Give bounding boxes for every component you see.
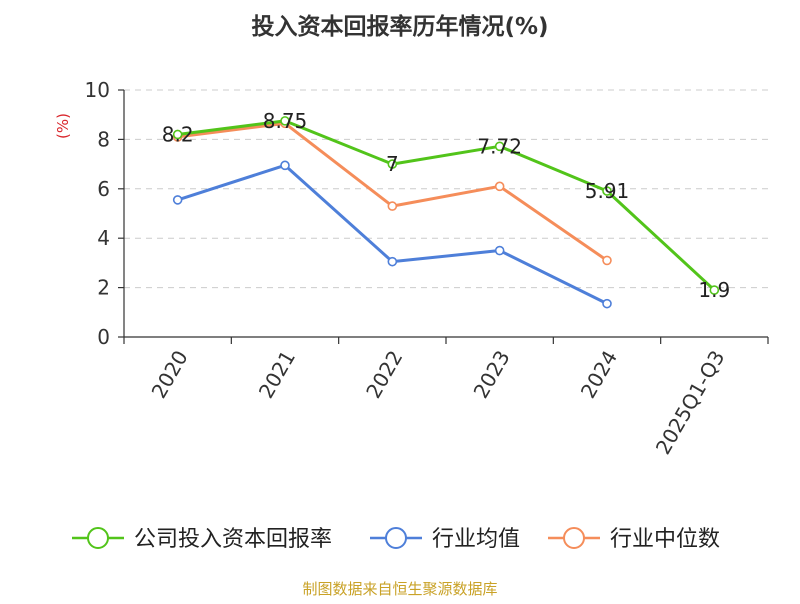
- chart-title: 投入资本回报率历年情况(%): [251, 13, 548, 40]
- data-point[interactable]: [709, 285, 720, 295]
- y-tick-label: 0: [97, 325, 110, 349]
- data-label: 8.2: [162, 122, 194, 146]
- data-point[interactable]: [494, 141, 505, 152]
- series-layer: [172, 116, 720, 309]
- legend-label: 行业中位数: [610, 527, 720, 552]
- data-label: 5.91: [585, 179, 630, 203]
- data-labels: 8.2 8.75 7 7.72 5.91 1.9: [162, 109, 730, 302]
- y-tick-label: 10: [85, 78, 110, 102]
- data-point[interactable]: [280, 160, 290, 171]
- x-tick-label: 2021: [254, 346, 300, 402]
- series-industry-median: [172, 118, 612, 266]
- data-point[interactable]: [602, 255, 612, 266]
- series-line: [177, 163, 608, 305]
- legend-item[interactable]: 公司投入资本回报率: [72, 527, 332, 552]
- data-point[interactable]: [280, 116, 290, 126]
- series-line: [177, 119, 716, 292]
- series-company-roic: [172, 116, 720, 295]
- legend-marker: [385, 527, 407, 549]
- data-point[interactable]: [494, 181, 505, 192]
- legend-item[interactable]: 行业中位数: [548, 527, 720, 552]
- legend-marker: [87, 527, 109, 549]
- y-tick-label: 6: [97, 177, 110, 201]
- data-label: 7.72: [477, 134, 522, 158]
- data-point[interactable]: [387, 256, 398, 267]
- data-label: 1.9: [698, 278, 730, 302]
- data-point[interactable]: [172, 195, 183, 205]
- grid-lines: [124, 89, 768, 289]
- series-line: [177, 121, 608, 262]
- x-tick-label: 2022: [361, 346, 407, 402]
- legend-label: 公司投入资本回报率: [134, 527, 332, 552]
- data-point[interactable]: [602, 298, 612, 309]
- y-tick-label: 4: [97, 226, 110, 250]
- data-point[interactable]: [387, 159, 398, 169]
- legend-marker: [563, 527, 585, 549]
- y-axis-label: (%): [54, 113, 72, 139]
- data-point[interactable]: [172, 129, 183, 140]
- x-tick-label: 2024: [576, 346, 622, 402]
- x-tick-label: 2023: [469, 346, 515, 402]
- x-tick-label: 2020: [147, 346, 193, 402]
- series-industry-mean: [172, 160, 612, 309]
- data-point[interactable]: [494, 245, 505, 256]
- data-point[interactable]: [602, 186, 612, 196]
- data-label: 8.75: [263, 109, 308, 133]
- legend-item[interactable]: 行业均值: [370, 527, 520, 552]
- x-tick-label: 2025Q1-Q3: [651, 346, 730, 458]
- data-point[interactable]: [387, 201, 398, 211]
- y-tick-label: 2: [97, 276, 110, 300]
- legend-label: 行业均值: [432, 527, 520, 552]
- source-note: 制图数据来自恒生聚源数据库: [302, 580, 497, 598]
- legend[interactable]: 公司投入资本回报率 行业均值 行业中位数: [72, 527, 720, 552]
- data-label: 7: [386, 152, 399, 176]
- y-tick-label: 8: [97, 127, 110, 151]
